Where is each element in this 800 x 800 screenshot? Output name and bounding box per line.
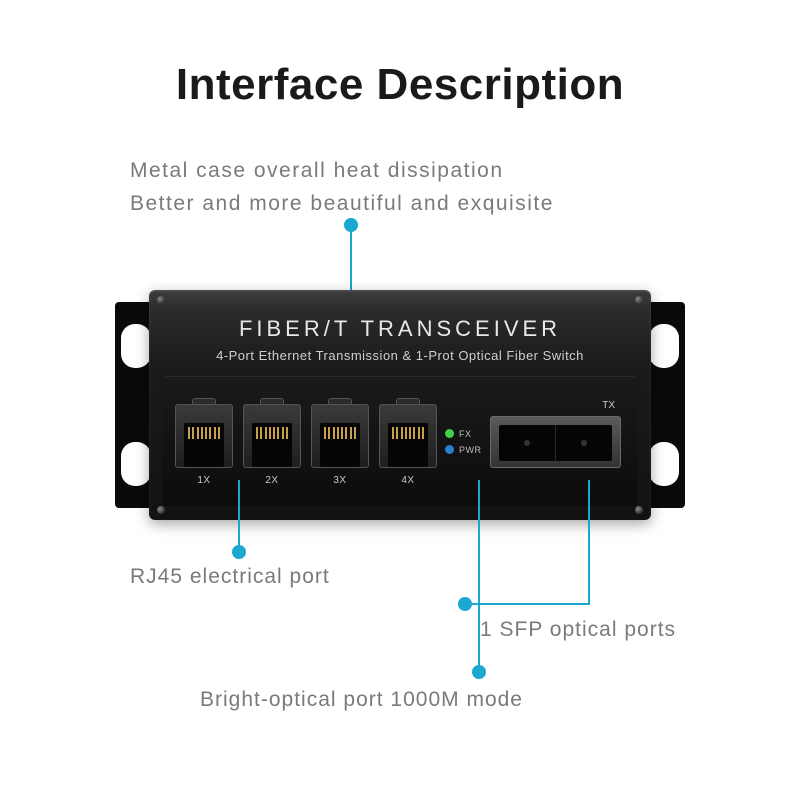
device-subtitle: 4-Port Ethernet Transmission & 1-Prot Op…: [149, 348, 651, 363]
mount-slot: [649, 324, 679, 368]
callout-dot-mode: [472, 665, 486, 679]
rj45-port: 3X: [309, 398, 371, 486]
mount-slot: [649, 442, 679, 486]
mount-slot: [121, 324, 151, 368]
callout-line-mode: [478, 480, 480, 670]
callout-dot-case: [344, 218, 358, 232]
callout-dot-rj45: [232, 545, 246, 559]
callout-line-sfp-v: [588, 480, 590, 605]
rj45-port-group: 1X 2X 3X 4X: [173, 398, 439, 486]
rj45-port: 4X: [377, 398, 439, 486]
led-fx-icon: [445, 429, 454, 438]
screw-icon: [635, 296, 643, 304]
rj45-label: 1X: [173, 475, 235, 486]
mount-slot: [121, 442, 151, 486]
rj45-label: 2X: [241, 475, 303, 486]
callout-dot-sfp: [458, 597, 472, 611]
screw-icon: [157, 506, 165, 514]
rj45-label: 4X: [377, 475, 439, 486]
device-body: FIBER/T TRANSCEIVER 4-Port Ethernet Tran…: [149, 290, 651, 520]
callout-line-sfp-h: [465, 603, 590, 605]
sfp-tx-label: TX: [602, 400, 615, 411]
callout-mode-text: Bright-optical port 1000M mode: [200, 688, 523, 712]
page-title: Interface Description: [0, 60, 800, 110]
led-pwr-icon: [445, 445, 454, 454]
device: FIBER/T TRANSCEIVER 4-Port Ethernet Tran…: [115, 290, 685, 520]
description-line: Better and more beautiful and exquisite: [130, 188, 554, 221]
led-pwr-label: PWR: [459, 445, 482, 455]
callout-sfp-text: 1 SFP optical ports: [480, 618, 676, 642]
screw-icon: [157, 296, 165, 304]
callout-line-rj45: [238, 480, 240, 550]
led-indicator-column: FX PWR: [445, 429, 482, 455]
rj45-port: 1X: [173, 398, 235, 486]
device-title: FIBER/T TRANSCEIVER: [149, 316, 651, 342]
rj45-label: 3X: [309, 475, 371, 486]
sfp-port: TX: [490, 398, 628, 486]
description-text: Metal case overall heat dissipation Bett…: [130, 155, 554, 220]
callout-rj45-text: RJ45 electrical port: [130, 565, 330, 589]
rj45-port: 2X: [241, 398, 303, 486]
front-panel: 1X 2X 3X 4X: [163, 376, 637, 506]
screw-icon: [635, 506, 643, 514]
description-line: Metal case overall heat dissipation: [130, 155, 554, 188]
led-fx-label: FX: [459, 429, 472, 439]
